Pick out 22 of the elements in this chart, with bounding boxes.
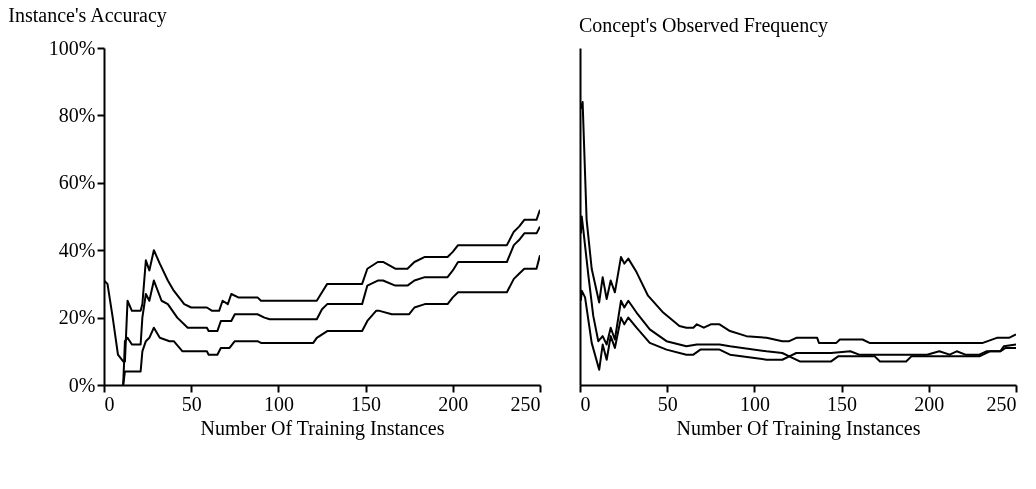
y-tick-label: 60%: [58, 171, 96, 194]
x-tick-label: 0: [580, 392, 591, 415]
x-tick-label: 200: [438, 392, 469, 415]
x-tick-label: 50: [181, 392, 202, 415]
x-axis-title: Number Of Training Instances: [676, 416, 921, 440]
x-tick-label: 200: [914, 392, 945, 415]
y-tick-label: 20%: [58, 306, 96, 329]
y-tick-label: 0%: [68, 373, 96, 396]
chart-title: Instance's Accuracy: [8, 4, 167, 27]
y-tick-label: 100%: [48, 36, 96, 59]
x-tick-label: 150: [827, 392, 858, 415]
x-tick-label: 150: [351, 392, 382, 415]
x-tick-label: 50: [657, 392, 678, 415]
x-tick-label: 100: [739, 392, 770, 415]
x-axis-title: Number Of Training Instances: [200, 416, 445, 440]
x-tick-label: 100: [263, 392, 294, 415]
y-tick-label: 80%: [58, 103, 96, 126]
chart-title: Concept's Observed Frequency: [579, 14, 829, 37]
y-tick-label: 40%: [58, 238, 96, 261]
x-tick-label: 250: [510, 392, 541, 415]
x-tick-label: 0: [104, 392, 115, 415]
x-tick-label: 250: [986, 392, 1017, 415]
